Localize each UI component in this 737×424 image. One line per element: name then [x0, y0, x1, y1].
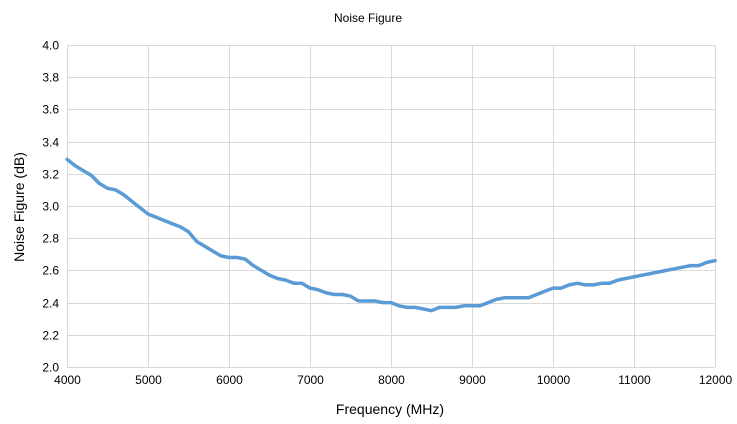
y-tick-label: 3.8 [42, 71, 59, 85]
chart-title: Noise Figure [334, 11, 402, 25]
y-axis-label: Noise Figure (dB) [11, 152, 27, 262]
y-tick-label: 2.0 [42, 361, 59, 375]
x-tick-label: 9000 [459, 373, 486, 387]
x-tick-label: 10000 [537, 373, 571, 387]
series-layer [65, 157, 717, 313]
y-tick-label: 3.4 [42, 136, 59, 150]
y-tick-label: 3.0 [42, 200, 59, 214]
x-tick-label: 7000 [297, 373, 324, 387]
x-tick-label: 8000 [378, 373, 405, 387]
x-tick-label: 11000 [618, 373, 651, 387]
x-tick-label: 5000 [135, 373, 162, 387]
y-tick-label: 2.6 [42, 264, 59, 278]
y-tick-label: 3.2 [42, 168, 59, 182]
y-tick-label: 2.4 [42, 297, 59, 311]
x-tick-label: 12000 [699, 373, 733, 387]
x-tick-label: 6000 [216, 373, 243, 387]
gridlines [67, 45, 716, 368]
y-axis-tick-labels: 2.0 2.2 2.4 2.6 2.8 3.0 3.2 3.4 3.6 3.8 4.0 [42, 39, 59, 375]
x-tick-label: 4000 [54, 373, 81, 387]
y-tick-label: 2.2 [42, 329, 59, 343]
y-tick-label: 4.0 [42, 39, 59, 53]
y-tick-label: 2.8 [42, 232, 59, 246]
y-tick-label: 3.6 [42, 103, 59, 117]
x-axis-tick-labels: 4000 5000 6000 7000 8000 9000 10000 11000 12000 [54, 373, 732, 387]
noise-figure-series-line [65, 157, 717, 313]
x-axis-label: Frequency (MHz) [336, 401, 444, 417]
